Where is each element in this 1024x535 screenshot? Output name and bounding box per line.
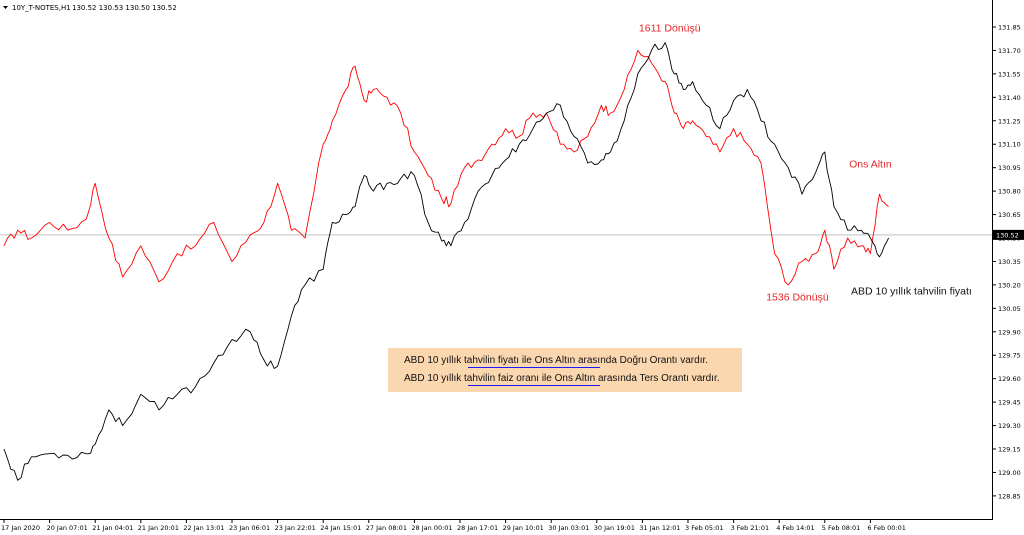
note-line-1: ABD 10 yıllık tahvilin fiyatı ile Ons Al… [404, 355, 709, 366]
y-axis: 131.85 131.70 131.55 131.40 131.25 131.10 130.… [993, 24, 1021, 500]
ohlc-values: 130.52 130.53 130.50 130.52 [72, 4, 177, 12]
y-tick-label: 130.80 [998, 188, 1021, 196]
annotations: 1611 Dönüşü Ons Altın 1536 Dönüşü ABD 10 yı… [639, 23, 972, 304]
y-tick-label: 129.90 [998, 328, 1021, 336]
annotation-label: 1536 Dönüşü [766, 292, 829, 304]
y-tick-label: 128.85 [998, 492, 1021, 500]
y-tick-label: 131.25 [998, 117, 1021, 125]
y-tick-label: 129.75 [998, 352, 1021, 360]
x-tick-label: 21 Jan 04:01 [92, 524, 133, 532]
y-tick-label: 130.95 [998, 164, 1021, 172]
y-tick-label: 130.05 [998, 305, 1021, 313]
x-tick-label: 30 Jan 19:01 [594, 524, 635, 532]
annotation-label: 1611 Dönüşü [639, 23, 701, 35]
x-tick-label: 21 Jan 20:01 [138, 524, 179, 532]
symbol-label: 10Y_T-NOTES,H1 [12, 4, 71, 12]
note-box: ABD 10 yıllık tahvilin fiyatı ile Ons Al… [388, 348, 742, 392]
x-tick-label: 20 Jan 07:01 [47, 524, 88, 532]
series-line-gold [3, 49, 889, 286]
x-tick-label: 17 Jan 2020 [1, 524, 40, 532]
y-tick-label: 131.55 [998, 70, 1021, 78]
y-tick-label: 131.10 [998, 141, 1021, 149]
y-tick-label: 131.85 [998, 24, 1021, 32]
price-badge-label: 130.52 [996, 231, 1019, 239]
note-line-2: ABD 10 yıllık tahvilin faiz oranı ile On… [404, 373, 720, 384]
x-tick-label: 28 Jan 00:01 [411, 524, 452, 532]
x-tick-label: 23 Jan 22:01 [275, 524, 316, 532]
price-badge: 130.52 [993, 229, 1024, 240]
y-tick-label: 131.70 [998, 47, 1021, 55]
y-tick-label: 130.35 [998, 258, 1021, 266]
y-tick-label: 130.65 [998, 211, 1021, 219]
y-tick-label: 129.30 [998, 422, 1021, 430]
series-line-bond [3, 42, 890, 481]
x-tick-label: 27 Jan 08:01 [366, 524, 407, 532]
x-tick-label: 24 Jan 15:01 [320, 524, 361, 532]
note-underline-1 [468, 367, 600, 369]
x-tick-label: 23 Jan 06:01 [229, 524, 270, 532]
x-tick-label: 4 Feb 14:01 [776, 524, 815, 532]
x-tick-label: 28 Jan 17:01 [457, 524, 498, 532]
x-axis: 17 Jan 2020 20 Jan 07:01 21 Jan 04:01 21 Ja… [1, 524, 906, 532]
y-tick-label: 131.40 [998, 94, 1021, 102]
chevron-down-icon[interactable] [3, 6, 8, 9]
annotation-label: ABD 10 yıllık tahvilin fiyatı [851, 285, 972, 297]
y-tick-label: 130.20 [998, 281, 1021, 289]
price-badge-background [993, 229, 1024, 240]
y-tick-label: 129.00 [998, 469, 1021, 477]
annotation-label: Ons Altın [849, 159, 892, 171]
x-tick-label: 3 Feb 21:01 [731, 524, 770, 532]
x-tick-label: 5 Feb 08:01 [822, 524, 861, 532]
x-tick-label: 6 Feb 00:01 [867, 524, 906, 532]
x-tick-label: 29 Jan 10:01 [503, 524, 544, 532]
x-tick-label: 22 Jan 13:01 [183, 524, 224, 532]
note-underline-2 [468, 385, 600, 387]
y-tick-label: 129.45 [998, 399, 1021, 407]
x-tick-label: 31 Jan 12:01 [639, 524, 680, 532]
x-tick-label: 3 Feb 05:01 [685, 524, 724, 532]
x-tick-label: 30 Jan 03:01 [548, 524, 589, 532]
y-tick-label: 129.60 [998, 375, 1021, 383]
chart-header: 10Y_T-NOTES,H1 130.52 130.53 130.50 130.… [3, 4, 177, 12]
y-tick-label: 129.15 [998, 446, 1021, 454]
